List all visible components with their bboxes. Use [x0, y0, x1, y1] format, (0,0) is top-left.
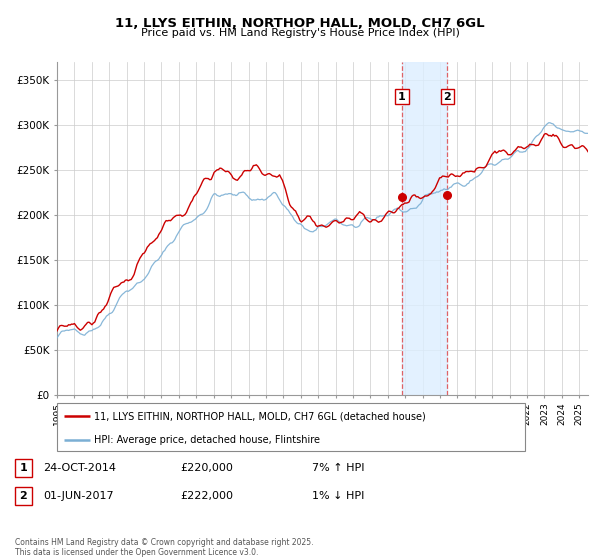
Bar: [402, 62, 448, 395]
Text: 24-OCT-2014: 24-OCT-2014: [43, 463, 116, 473]
Text: 7% ↑ HPI: 7% ↑ HPI: [312, 463, 365, 473]
Text: 1: 1: [20, 463, 27, 473]
Text: 2: 2: [443, 92, 451, 101]
FancyBboxPatch shape: [57, 403, 525, 451]
Text: HPI: Average price, detached house, Flintshire: HPI: Average price, detached house, Flin…: [94, 435, 320, 445]
Text: 1: 1: [398, 92, 406, 101]
Text: 01-JUN-2017: 01-JUN-2017: [43, 491, 114, 501]
Text: 11, LLYS EITHIN, NORTHOP HALL, MOLD, CH7 6GL (detached house): 11, LLYS EITHIN, NORTHOP HALL, MOLD, CH7…: [94, 411, 426, 421]
Text: Contains HM Land Registry data © Crown copyright and database right 2025.
This d: Contains HM Land Registry data © Crown c…: [15, 538, 314, 557]
Text: £222,000: £222,000: [180, 491, 233, 501]
Text: Price paid vs. HM Land Registry's House Price Index (HPI): Price paid vs. HM Land Registry's House …: [140, 28, 460, 38]
Text: 11, LLYS EITHIN, NORTHOP HALL, MOLD, CH7 6GL: 11, LLYS EITHIN, NORTHOP HALL, MOLD, CH7…: [115, 17, 485, 30]
Text: 2: 2: [20, 491, 27, 501]
Text: £220,000: £220,000: [180, 463, 233, 473]
Text: 1% ↓ HPI: 1% ↓ HPI: [312, 491, 364, 501]
